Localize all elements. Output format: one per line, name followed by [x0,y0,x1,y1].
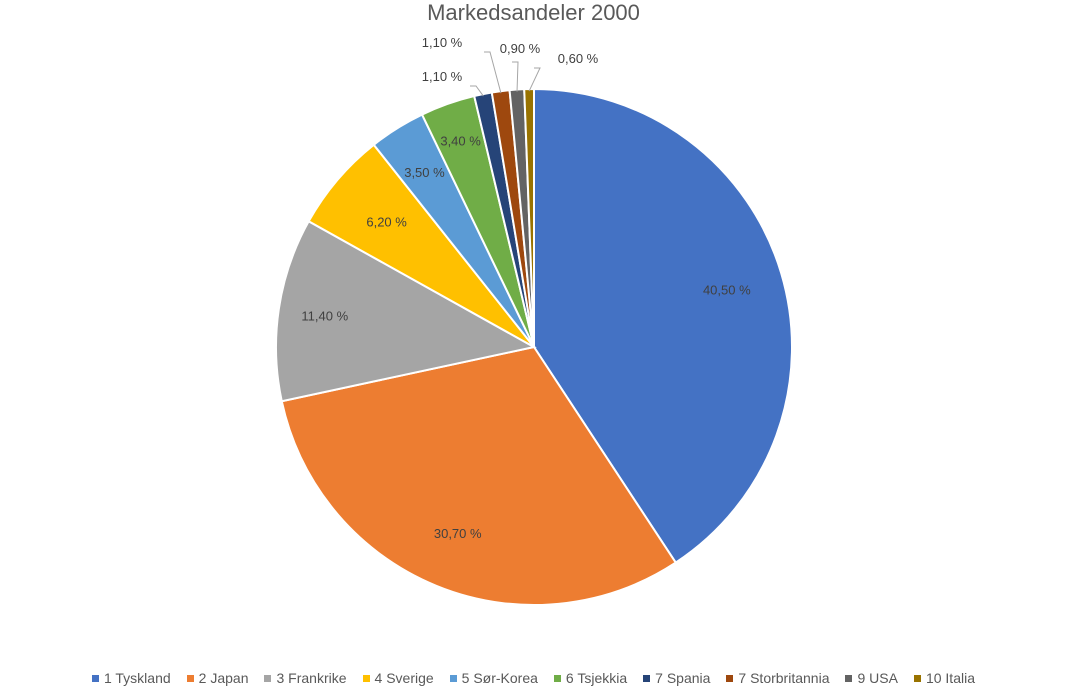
legend-item-9: 9 USA [845,670,898,686]
slice-label-8: 1,10 % [422,35,463,50]
legend-label: 3 Frankrike [276,670,347,686]
legend-swatch [553,674,561,682]
legend-item-3: 3 Frankrike [264,670,347,686]
slice-label-2: 30,70 % [434,526,482,541]
legend-item-1: 1 Tyskland [91,670,171,686]
pie-slice-2 [280,345,678,606]
pie-slice-3 [275,219,537,403]
slice-label-3: 11,40 % [301,309,348,324]
legend-swatch [91,674,99,682]
leader-line-9 [512,61,519,92]
legend-item-8: 7 Storbritannia [726,670,829,686]
pie-chart: 40,50 % 30,70 % 11,40 % 6,20 % 3,50 % 3,40 % 1… [275,35,793,606]
legend-swatch [726,674,734,682]
legend-label: 1 Tyskland [103,670,171,686]
legend-label: 10 Italia [925,670,975,686]
legend: 1 Tyskland 2 Japan 3 Frankrike 4 Sverige 5 S… [0,670,1067,686]
leader-line-8 [484,51,502,94]
slice-label-9: 0,90 % [500,41,541,56]
legend-label: 9 USA [857,670,898,686]
legend-swatch [264,674,272,682]
legend-swatch [186,674,194,682]
legend-item-2: 2 Japan [186,670,249,686]
slice-label-7: 1,10 % [422,69,463,84]
slice-label-1: 40,50 % [703,282,751,297]
legend-swatch [913,674,921,682]
legend-label: 7 Spania [655,670,711,686]
legend-item-5: 5 Sør-Korea [449,670,538,686]
legend-item-7: 7 Spania [643,670,710,686]
pie-slice-10 [523,87,535,348]
slice-label-10: 0,60 % [558,51,599,66]
slice-label-6: 3,40 % [440,133,481,148]
legend-item-10: 10 Italia [913,670,975,686]
legend-item-4: 4 Sverige [362,670,434,686]
legend-label: 6 Tsjekkia [565,670,628,686]
slice-label-4: 6,20 % [366,215,407,230]
legend-swatch [362,674,370,682]
legend-item-6: 6 Tsjekkia [553,670,628,686]
leader-line-10 [528,67,541,92]
legend-swatch [643,674,651,682]
leader-line-7 [470,85,484,97]
legend-label: 5 Sør-Korea [461,670,538,686]
legend-label: 7 Storbritannia [738,670,830,686]
slice-label-5: 3,50 % [404,165,445,180]
legend-swatch [449,674,457,682]
chart-title: Markedsandeler 2000 [427,0,640,25]
legend-swatch [845,674,853,682]
legend-label: 4 Sverige [374,670,434,686]
legend-label: 2 Japan [198,670,249,686]
